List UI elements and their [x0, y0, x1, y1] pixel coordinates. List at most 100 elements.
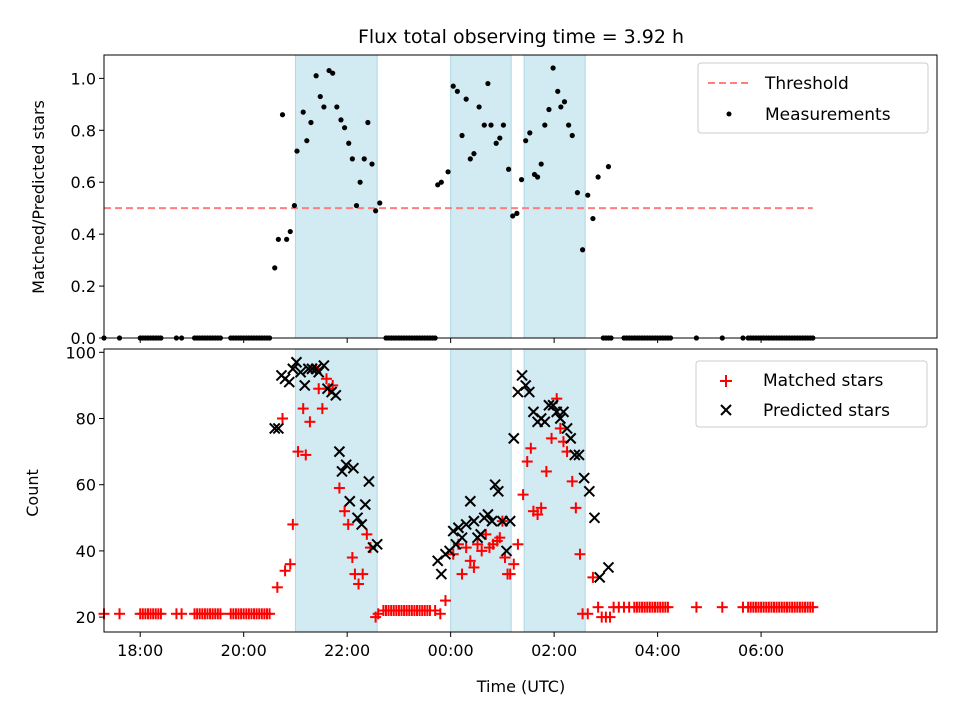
- measurement-point: [304, 138, 310, 144]
- measurement-point: [579, 247, 586, 253]
- y-tick-label: 80: [76, 410, 96, 429]
- x-tick-label: 00:00: [428, 641, 474, 660]
- matched-point: [300, 449, 312, 461]
- top-legend-box: [697, 62, 929, 134]
- predicted-point: [489, 479, 501, 491]
- predicted-point: [435, 568, 448, 580]
- measurement-point: [341, 125, 348, 131]
- matched-point: [494, 532, 506, 544]
- matched-point: [271, 581, 283, 593]
- measurement-point: [561, 99, 568, 105]
- measurement-point: [291, 202, 297, 209]
- predicted-point: [588, 512, 601, 524]
- measurement-point: [353, 202, 360, 209]
- shaded-interval: [523, 54, 586, 339]
- measurement-point: [550, 65, 556, 71]
- measurement-point: [471, 151, 477, 157]
- matched-point: [346, 552, 358, 564]
- bottom-legend-box: [695, 360, 928, 428]
- matched-point: [468, 561, 480, 573]
- predicted-point: [306, 363, 318, 375]
- matched-point: [582, 608, 594, 620]
- predicted-point: [500, 545, 513, 557]
- measurement-point: [463, 96, 469, 102]
- predicted-point: [272, 422, 285, 435]
- matched-point: [532, 508, 544, 520]
- predicted-point: [363, 475, 375, 488]
- predicted-point: [523, 386, 536, 398]
- matched-point: [554, 422, 566, 434]
- top-y-axis-label: Matched/Predicted stars: [29, 100, 48, 294]
- measurement-point: [284, 236, 290, 242]
- measurement-point: [365, 119, 371, 126]
- matched-point: [297, 403, 309, 415]
- predicted-point: [464, 495, 477, 507]
- measurement-point: [338, 117, 344, 123]
- predicted-point: [344, 495, 356, 507]
- bottom-predicted-points: [269, 356, 615, 584]
- predicted-point: [355, 518, 368, 531]
- predicted-point: [554, 412, 567, 425]
- predicted-point: [539, 416, 551, 428]
- top-axes-frame: [103, 54, 938, 339]
- legend-threshold-label: Threshold: [764, 74, 849, 94]
- measurement-point: [369, 161, 375, 167]
- predicted-point: [330, 389, 342, 402]
- predicted-point: [492, 485, 504, 498]
- y-tick-label: 0.0: [71, 329, 96, 348]
- measurement-point: [308, 119, 314, 126]
- measurement-point: [497, 135, 503, 141]
- measurement-point: [377, 200, 383, 206]
- matched-point: [476, 545, 488, 557]
- predicted-point: [557, 406, 570, 418]
- measurement-point: [538, 161, 544, 167]
- measurement-point: [595, 174, 601, 180]
- measurement-point: [506, 166, 512, 172]
- x-tick-label: 22:00: [324, 641, 370, 660]
- matched-point: [284, 558, 296, 570]
- predicted-point: [460, 518, 472, 531]
- legend-matched-swatch: [720, 375, 732, 387]
- predicted-point: [573, 449, 585, 461]
- matched-point: [339, 505, 351, 517]
- matched-point: [304, 416, 316, 428]
- predicted-point: [294, 366, 307, 378]
- measurement-point: [334, 104, 340, 110]
- x-tick-label: 02:00: [531, 641, 577, 660]
- measurement-point: [357, 179, 363, 185]
- x-tick-label: 18:00: [117, 641, 163, 660]
- matched-point: [690, 601, 702, 613]
- legend-matched-label: Matched stars: [763, 371, 883, 391]
- chart-title: Flux total observing time = 3.92 h: [358, 26, 684, 48]
- matched-point: [316, 403, 328, 415]
- predicted-point: [347, 462, 360, 474]
- bottom-panel: 20 40 60 80 100 18:00 20:00 22:00 00:00 02:00 04:…: [23, 343, 938, 696]
- measurement-point: [500, 122, 507, 128]
- predicted-point: [287, 363, 299, 375]
- predicted-point: [564, 432, 577, 445]
- predicted-point: [456, 531, 468, 544]
- y-tick-label: 60: [76, 476, 96, 495]
- matched-point: [535, 502, 547, 514]
- matched-point: [361, 528, 373, 540]
- measurement-point: [485, 80, 491, 87]
- measurement-point: [569, 132, 575, 139]
- predicted-point: [569, 449, 581, 461]
- predicted-point: [474, 528, 487, 541]
- legend-predicted-swatch: [720, 404, 732, 416]
- measurement-point: [558, 104, 564, 110]
- measurement-point: [555, 88, 561, 94]
- matched-point: [662, 601, 674, 613]
- matched-point: [460, 542, 472, 554]
- top-shaded-intervals: [294, 54, 586, 339]
- y-tick-label: 40: [76, 542, 96, 561]
- matched-point: [716, 601, 728, 613]
- shaded-interval: [450, 348, 512, 633]
- matched-point: [512, 538, 524, 550]
- matched-point: [176, 608, 188, 620]
- predicted-point: [447, 525, 459, 537]
- x-tick-label: 06:00: [738, 641, 784, 660]
- matched-point: [292, 446, 304, 458]
- predicted-point: [351, 512, 364, 524]
